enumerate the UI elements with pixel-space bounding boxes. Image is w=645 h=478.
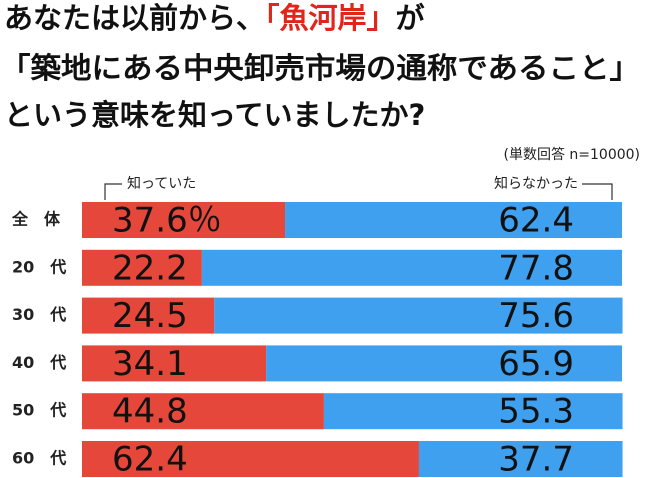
value-label: 75.6	[498, 296, 574, 336]
title-part: あなたは以前から、	[4, 1, 265, 35]
value-label: 34.1	[112, 344, 188, 384]
bar-segment	[285, 202, 622, 238]
bar-segment	[214, 297, 623, 334]
value-label: 24.5	[112, 296, 188, 336]
value-label: 37.7	[498, 440, 574, 478]
value-label: 65.9	[498, 344, 574, 384]
value-label: 77.8	[498, 248, 574, 288]
value-label: 44.8	[112, 392, 188, 432]
value-label: 55.3	[498, 392, 574, 432]
bar-segment	[82, 297, 215, 334]
value-label: 37.6％	[112, 201, 222, 241]
legend-label: 知らなかった	[494, 175, 578, 192]
category-label: 60 代	[12, 449, 66, 468]
bar-segment	[82, 202, 286, 238]
category-label: 全 体	[11, 210, 61, 229]
bar-segment	[266, 345, 622, 382]
title-highlight: 「魚河岸」	[265, 1, 396, 35]
bar-segment	[323, 393, 623, 430]
title-line-3: という意味を知っていましたか?	[4, 98, 425, 132]
title-highlight: 「築地にある中央卸売市場の通称であること」	[0, 51, 640, 85]
value-label: 62.4	[112, 440, 188, 478]
value-label: 62.4	[498, 201, 574, 241]
category-label: 30 代	[12, 305, 66, 324]
bar-segment	[82, 345, 267, 382]
bar-segment	[82, 393, 324, 430]
value-label: 22.2	[112, 248, 188, 288]
category-label: 20 代	[12, 257, 66, 276]
category-label: 40 代	[12, 353, 66, 372]
legend-label: 知っていた	[127, 175, 196, 192]
bar-segment	[201, 249, 622, 286]
bar-segment	[418, 441, 623, 477]
title-part: が	[396, 1, 425, 35]
bar-segment	[82, 249, 202, 286]
subtitle: (単数回答 n=10000)	[503, 146, 640, 163]
bar-segment	[82, 441, 419, 477]
category-label: 50 代	[12, 401, 66, 420]
legend-bracket	[104, 183, 122, 200]
title-line-1: あなたは以前から、「魚河岸」が	[4, 1, 425, 35]
legend-bracket	[582, 183, 613, 200]
